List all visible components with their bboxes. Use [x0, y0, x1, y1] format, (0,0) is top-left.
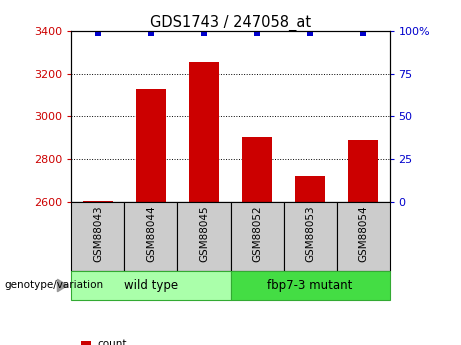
Point — [359, 30, 366, 36]
Point — [94, 30, 101, 36]
Bar — [349, 140, 378, 202]
Bar — [337, 202, 390, 271]
Point — [148, 30, 155, 36]
Text: GSM88054: GSM88054 — [358, 205, 368, 262]
Point — [306, 30, 313, 36]
Point — [254, 30, 261, 36]
Text: count: count — [98, 339, 127, 345]
Text: wild type: wild type — [124, 279, 178, 292]
Bar — [136, 89, 165, 202]
Text: GSM88052: GSM88052 — [252, 205, 262, 262]
Bar — [177, 202, 230, 271]
Text: GSM88044: GSM88044 — [146, 205, 156, 262]
Text: GSM88043: GSM88043 — [93, 205, 103, 262]
Bar — [83, 201, 112, 202]
Bar — [242, 137, 272, 202]
Bar — [71, 271, 230, 300]
Bar — [124, 202, 177, 271]
Bar — [230, 271, 390, 300]
Text: GSM88053: GSM88053 — [305, 205, 315, 262]
Bar — [189, 62, 219, 202]
Text: genotype/variation: genotype/variation — [5, 280, 104, 290]
Point — [200, 30, 207, 36]
Bar — [284, 202, 337, 271]
Bar — [71, 202, 124, 271]
Text: fbp7-3 mutant: fbp7-3 mutant — [267, 279, 353, 292]
Bar — [296, 176, 325, 202]
Bar — [230, 202, 284, 271]
Text: GSM88045: GSM88045 — [199, 205, 209, 262]
Title: GDS1743 / 247058_at: GDS1743 / 247058_at — [150, 15, 311, 31]
